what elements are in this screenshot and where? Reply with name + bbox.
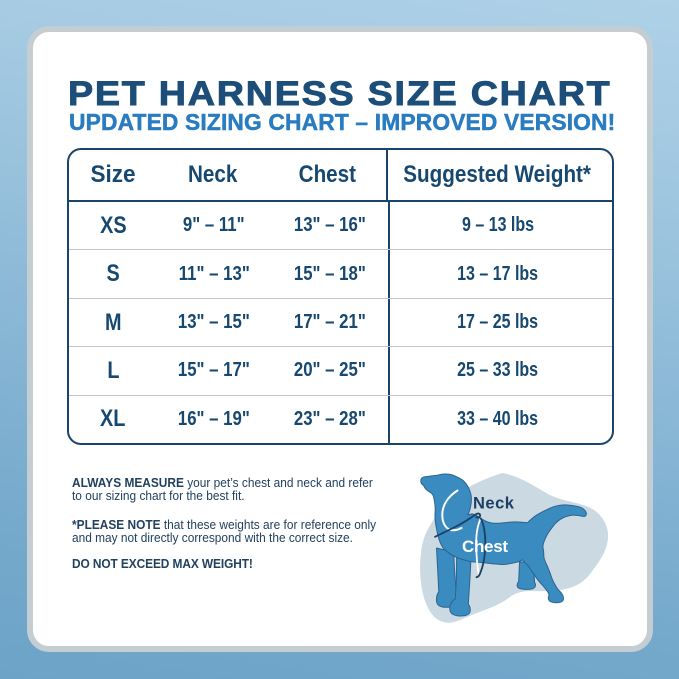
svg-text:Neck: Neck [473, 494, 515, 512]
svg-text:Chest: Chest [462, 537, 508, 556]
